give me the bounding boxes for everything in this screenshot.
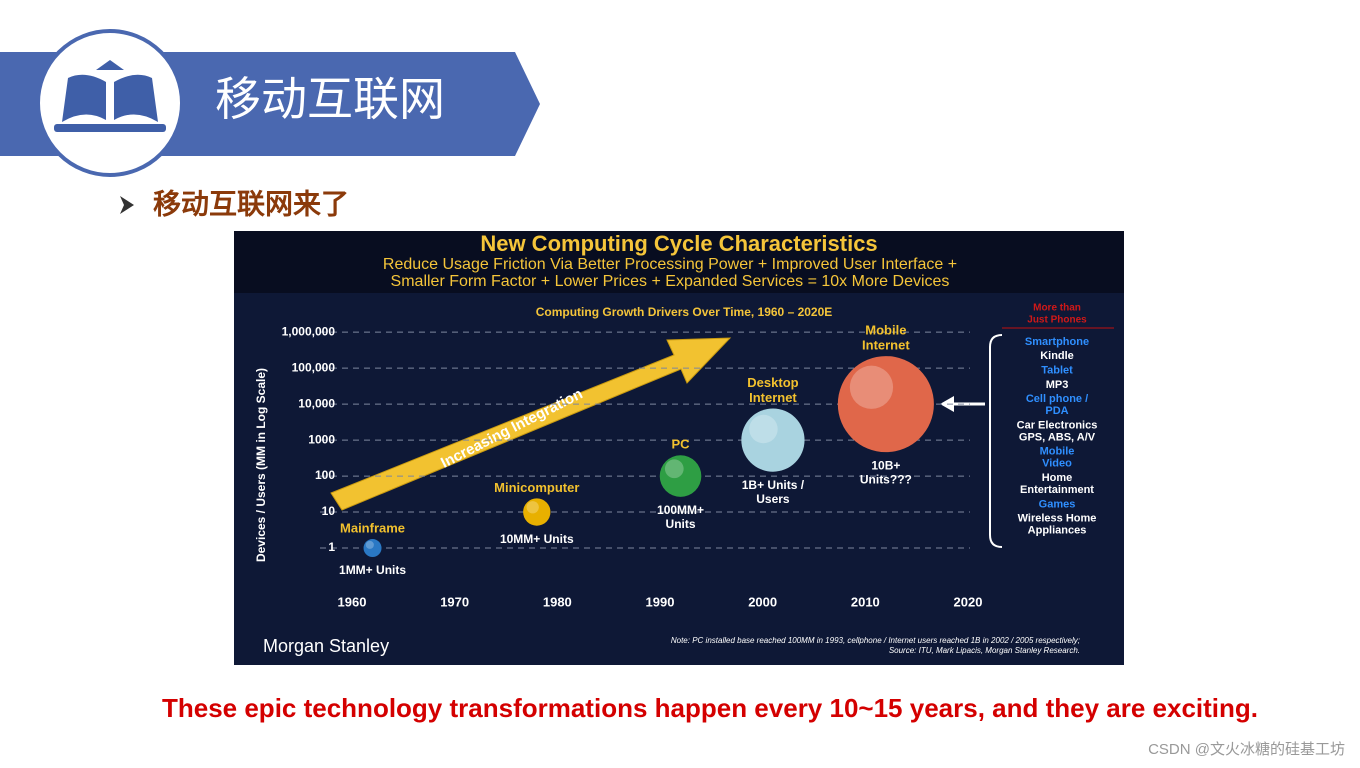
book-icon bbox=[54, 60, 166, 132]
chart-title: New Computing Cycle Characteristics bbox=[480, 231, 877, 256]
x-tick-label: 1960 bbox=[338, 594, 367, 609]
bubble-note: 10B+ bbox=[871, 458, 900, 472]
y-tick-label: 1 bbox=[328, 540, 335, 554]
bubble-note: 100MM+ bbox=[657, 503, 704, 517]
chart-header-band bbox=[234, 231, 1124, 293]
integration-arrow bbox=[330, 337, 732, 511]
bubble bbox=[659, 455, 702, 497]
bubble-note: Units??? bbox=[860, 472, 912, 486]
side-item: Kindle bbox=[1040, 350, 1074, 362]
bubble-highlight bbox=[365, 540, 374, 549]
y-tick-label: 100 bbox=[315, 468, 335, 482]
side-item: Mobile bbox=[1040, 446, 1075, 458]
side-title: More than bbox=[1033, 303, 1081, 314]
bubble-note: 10MM+ Units bbox=[500, 532, 574, 546]
bubble-note: Units bbox=[666, 517, 696, 531]
bubble-label: Mobile bbox=[865, 323, 906, 338]
side-item: Cell phone / bbox=[1026, 393, 1088, 405]
plot-title: Computing Growth Drivers Over Time, 1960… bbox=[536, 305, 833, 319]
bubble-label: PC bbox=[672, 437, 691, 452]
x-tick-label: 1980 bbox=[543, 594, 572, 609]
side-item: MP3 bbox=[1046, 379, 1069, 391]
bubble-label: Mainframe bbox=[340, 520, 405, 535]
side-item: PDA bbox=[1045, 405, 1068, 417]
chart-subtitle: Smaller Form Factor + Lower Prices + Exp… bbox=[391, 273, 950, 290]
x-tick-label: 2000 bbox=[748, 594, 777, 609]
side-item: Video bbox=[1042, 458, 1072, 470]
y-axis-label: Devices / Users (MM in Log Scale) bbox=[254, 368, 268, 562]
side-item: Games bbox=[1039, 498, 1076, 510]
footnote: Source: ITU, Mark Lipacis, Morgan Stanle… bbox=[889, 646, 1080, 655]
bubble-label: Minicomputer bbox=[494, 480, 579, 495]
bubble bbox=[523, 498, 551, 526]
source: Morgan Stanley bbox=[263, 636, 389, 656]
x-tick-label: 2010 bbox=[851, 594, 880, 609]
x-tick-label: 1990 bbox=[646, 594, 675, 609]
side-item: Home bbox=[1042, 472, 1073, 484]
bubble-highlight bbox=[526, 501, 539, 514]
bubble bbox=[837, 356, 934, 453]
y-tick-label: 10,000 bbox=[298, 396, 335, 410]
icon-circle bbox=[36, 29, 184, 177]
slide-title: 移动互联网 bbox=[215, 73, 445, 125]
side-title: Just Phones bbox=[1027, 315, 1087, 326]
x-tick-label: 2020 bbox=[954, 594, 983, 609]
bubble-highlight bbox=[849, 365, 894, 409]
bubble-highlight bbox=[749, 414, 778, 444]
side-item: Tablet bbox=[1041, 365, 1073, 377]
watermark: CSDN @文火冰糖的硅基工坊 bbox=[1148, 741, 1345, 758]
side-item: Smartphone bbox=[1025, 336, 1089, 348]
slide-subtitle: 移动互联网来了 bbox=[153, 188, 349, 219]
side-item: GPS, ABS, A/V bbox=[1019, 431, 1096, 443]
bubble-note: 1MM+ Units bbox=[339, 563, 406, 577]
caption: These epic technology transformations ha… bbox=[162, 693, 1258, 723]
side-item: Entertainment bbox=[1020, 484, 1094, 496]
side-item: Appliances bbox=[1028, 525, 1087, 537]
bubble bbox=[363, 539, 382, 558]
side-item: Car Electronics bbox=[1017, 419, 1098, 431]
side-bracket bbox=[989, 334, 1003, 548]
bubble-label: Desktop bbox=[747, 375, 798, 390]
side-item: Wireless Home bbox=[1018, 513, 1097, 525]
bubble-highlight bbox=[664, 459, 684, 479]
chart-background bbox=[234, 231, 1124, 665]
chart-subtitle: Reduce Usage Friction Via Better Process… bbox=[383, 256, 957, 273]
chart: New Computing Cycle Characteristics Redu… bbox=[234, 231, 1124, 665]
y-tick-label: 1000 bbox=[308, 432, 335, 446]
x-tick-label: 1970 bbox=[440, 594, 469, 609]
bubble bbox=[741, 408, 805, 472]
bullet-arrow bbox=[120, 196, 134, 214]
bubble-note: Users bbox=[756, 492, 790, 506]
y-tick-label: 100,000 bbox=[292, 360, 336, 374]
footnote: Note: PC installed base reached 100MM in… bbox=[671, 636, 1080, 645]
y-tick-label: 10 bbox=[322, 504, 336, 518]
bubble-label: Internet bbox=[862, 338, 910, 353]
bubble-label: Internet bbox=[749, 390, 797, 405]
y-tick-label: 1,000,000 bbox=[282, 324, 336, 338]
bubble-note: 1B+ Units / bbox=[742, 478, 805, 492]
